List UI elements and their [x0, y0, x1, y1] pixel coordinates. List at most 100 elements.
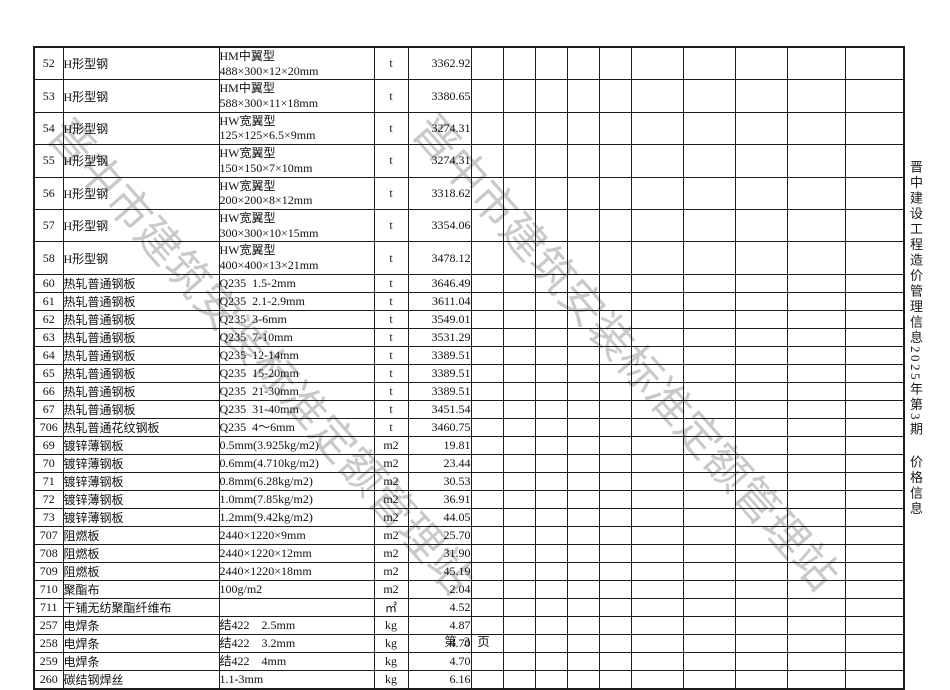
unit-cell: m2 — [373, 507, 409, 527]
empty-cell — [534, 597, 568, 617]
unit-cell: m2 — [373, 435, 409, 455]
empty-cell — [682, 111, 736, 146]
empty-cell — [734, 417, 788, 437]
empty-cell — [844, 489, 905, 509]
spec-cell: 2440×1220×18mm — [218, 561, 375, 581]
empty-cell — [682, 561, 736, 581]
table-row: 65 热轧普通钢板 Q235 15-20mm t 3389.51 — [33, 363, 905, 383]
empty-cell — [566, 381, 600, 401]
price-cell: 3646.49 — [407, 273, 472, 293]
empty-cell — [682, 327, 736, 347]
spec-cell: Q235 21-30mm — [218, 381, 375, 401]
material-name-cell: 热轧普通钢板 — [62, 327, 220, 347]
empty-cell — [682, 241, 736, 275]
empty-cell — [844, 46, 905, 81]
empty-cell — [786, 291, 846, 311]
spec-cell: Q235 7-10mm — [218, 327, 375, 347]
empty-cell — [734, 309, 788, 329]
price-cell: 3531.29 — [407, 327, 472, 347]
empty-cell — [566, 345, 600, 365]
spec-cell: 0.6mm(4.710kg/m2) — [218, 453, 375, 473]
material-name-cell: 热轧普通钢板 — [62, 363, 220, 383]
empty-cell — [844, 417, 905, 437]
empty-cell — [734, 651, 788, 671]
empty-cell — [844, 399, 905, 419]
empty-cell — [682, 417, 736, 437]
empty-cell — [470, 111, 504, 146]
empty-cell — [682, 597, 736, 617]
empty-cell — [534, 651, 568, 671]
empty-cell — [598, 345, 632, 365]
empty-cell — [786, 144, 846, 178]
empty-cell — [734, 579, 788, 599]
empty-cell — [734, 273, 788, 293]
price-cell: 4.52 — [407, 597, 472, 617]
empty-cell — [534, 327, 568, 347]
empty-cell — [844, 543, 905, 563]
empty-cell — [682, 399, 736, 419]
material-name-cell: 镀锌薄钢板 — [62, 435, 220, 455]
material-name-cell: 热轧普通花纹钢板 — [62, 417, 220, 437]
empty-cell — [502, 579, 536, 599]
empty-cell — [470, 489, 504, 509]
empty-cell — [566, 273, 600, 293]
empty-cell — [630, 291, 684, 311]
empty-cell — [598, 561, 632, 581]
material-name-cell: 阻燃板 — [62, 561, 220, 581]
table-row: 60 热轧普通钢板 Q235 1.5-2mm t 3646.49 — [33, 273, 905, 293]
price-cell: 3389.51 — [407, 381, 472, 401]
empty-cell — [566, 669, 600, 690]
spec-cell: Q235 2.1-2.9mm — [218, 291, 375, 311]
spec-cell: HW宽翼型 400×400×13×21mm — [218, 241, 375, 275]
empty-cell — [566, 363, 600, 383]
empty-cell — [502, 399, 536, 419]
empty-cell — [534, 345, 568, 365]
empty-cell — [844, 597, 905, 617]
empty-cell — [630, 381, 684, 401]
empty-cell — [630, 327, 684, 347]
empty-cell — [630, 79, 684, 113]
side-section-title: 价格信息 — [908, 455, 923, 517]
empty-cell — [734, 291, 788, 311]
empty-cell — [534, 507, 568, 527]
row-no-cell: 60 — [33, 273, 64, 293]
empty-cell — [682, 79, 736, 113]
empty-cell — [566, 327, 600, 347]
empty-cell — [470, 471, 504, 491]
material-name-cell: H形型钢 — [62, 111, 220, 146]
empty-cell — [598, 471, 632, 491]
empty-cell — [566, 543, 600, 563]
unit-cell: t — [373, 176, 409, 210]
price-cell: 3611.04 — [407, 291, 472, 311]
empty-cell — [682, 525, 736, 545]
empty-cell — [630, 507, 684, 527]
price-cell: 3354.06 — [407, 208, 472, 243]
table-row: 72 镀锌薄钢板 1.0mm(7.85kg/m2) m2 36.91 — [33, 489, 905, 509]
empty-cell — [566, 144, 600, 178]
unit-cell: t — [373, 345, 409, 365]
price-table: 52 H形型钢 HM中翼型 488×300×12×20mm t 3362.92 53 H形型… — [33, 46, 905, 690]
empty-cell — [502, 525, 536, 545]
price-cell: 2.04 — [407, 579, 472, 599]
row-no-cell: 54 — [33, 111, 64, 146]
unit-cell: m2 — [373, 453, 409, 473]
empty-cell — [598, 597, 632, 617]
empty-cell — [734, 507, 788, 527]
price-cell: 23.44 — [407, 453, 472, 473]
table-row: 69 镀锌薄钢板 0.5mm(3.925kg/m2) m2 19.81 — [33, 435, 905, 455]
spec-cell: HW宽翼型 125×125×6.5×9mm — [218, 111, 375, 146]
row-no-cell: 258 — [33, 633, 64, 653]
table-row: 61 热轧普通钢板 Q235 2.1-2.9mm t 3611.04 — [33, 291, 905, 311]
spec-cell: 1.0mm(7.85kg/m2) — [218, 489, 375, 509]
unit-cell: m2 — [373, 471, 409, 491]
empty-cell — [470, 381, 504, 401]
empty-cell — [502, 79, 536, 113]
empty-cell — [786, 417, 846, 437]
spec-cell: HM中翼型 588×300×11×18mm — [218, 79, 375, 113]
empty-cell — [470, 435, 504, 455]
empty-cell — [598, 46, 632, 81]
empty-cell — [734, 327, 788, 347]
spec-cell: 100g/m2 — [218, 579, 375, 599]
material-name-cell: 热轧普通钢板 — [62, 309, 220, 329]
empty-cell — [534, 579, 568, 599]
